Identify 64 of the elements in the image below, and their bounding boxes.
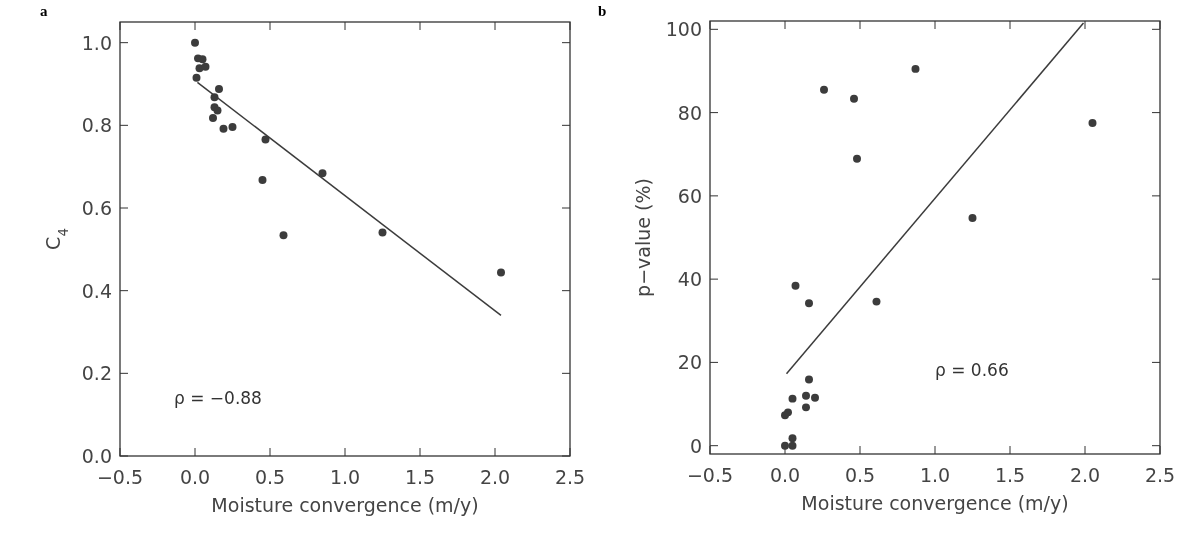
x-tick-label: 1.5	[994, 464, 1026, 486]
x-tick-label: 0.0	[179, 466, 211, 488]
y-tick-label: 60	[677, 184, 702, 207]
y-tick-label: 0.4	[81, 279, 112, 302]
point	[781, 441, 789, 450]
y-tick-label: 40	[677, 268, 702, 291]
point	[788, 434, 797, 443]
point	[191, 38, 199, 47]
point	[219, 124, 228, 133]
x-tick-label: 0.5	[254, 466, 286, 488]
chart-title: b	[598, 3, 607, 19]
x-tick-label: 1.0	[329, 466, 361, 488]
y-tick-label: 0.8	[81, 114, 112, 137]
point	[378, 228, 387, 237]
y-tick-label: 80	[677, 101, 702, 124]
x-tick-label: −0.5	[686, 464, 734, 486]
point	[811, 393, 819, 402]
annotation: ρ = −0.88	[174, 387, 262, 408]
point	[853, 154, 861, 163]
x-axis-title: Moisture convergence (m/y)	[211, 494, 479, 516]
y-tick-label: 0.0	[81, 445, 112, 467]
point	[1088, 119, 1097, 127]
x-tick-label: 0.5	[844, 464, 876, 486]
point	[192, 73, 201, 82]
x-tick-label: 1.0	[919, 464, 951, 486]
point	[872, 297, 881, 306]
point	[318, 169, 327, 178]
chart-title: a	[40, 3, 48, 19]
x-tick-label: −0.5	[96, 466, 144, 488]
point	[195, 64, 204, 73]
point	[911, 64, 920, 73]
point	[791, 281, 800, 290]
point	[788, 394, 797, 403]
point	[850, 94, 858, 103]
point	[201, 62, 210, 71]
y-tick-label: 100	[665, 18, 702, 41]
point	[198, 55, 207, 64]
point	[968, 213, 977, 222]
x-tick-label: 2.0	[1069, 464, 1101, 486]
point	[209, 113, 217, 122]
point	[802, 403, 810, 412]
point	[788, 441, 797, 450]
point	[805, 299, 813, 308]
point	[805, 375, 813, 384]
x-axis-title: Moisture convergence (m/y)	[801, 492, 1069, 514]
y-tick-label: 0.6	[81, 197, 112, 219]
y-tick-label: 0.2	[81, 362, 112, 385]
point	[215, 84, 223, 93]
point	[228, 123, 237, 131]
x-tick-label: 1.5	[404, 466, 436, 488]
x-tick-label: 2.5	[1144, 464, 1176, 486]
annotation: ρ = 0.66	[935, 360, 1009, 381]
x-tick-label: 2.0	[479, 466, 511, 488]
y-tick-label: 20	[677, 351, 702, 374]
x-tick-label: 2.5	[554, 466, 586, 488]
point	[802, 391, 810, 400]
point	[258, 175, 267, 184]
y-tick-label: 0	[689, 434, 702, 457]
x-tick-label: 0.0	[769, 464, 801, 486]
point	[279, 231, 288, 240]
y-axis-title: p−value (%)	[632, 178, 654, 297]
point	[820, 85, 828, 94]
point	[497, 268, 505, 277]
y-tick-label: 1.0	[81, 31, 112, 54]
